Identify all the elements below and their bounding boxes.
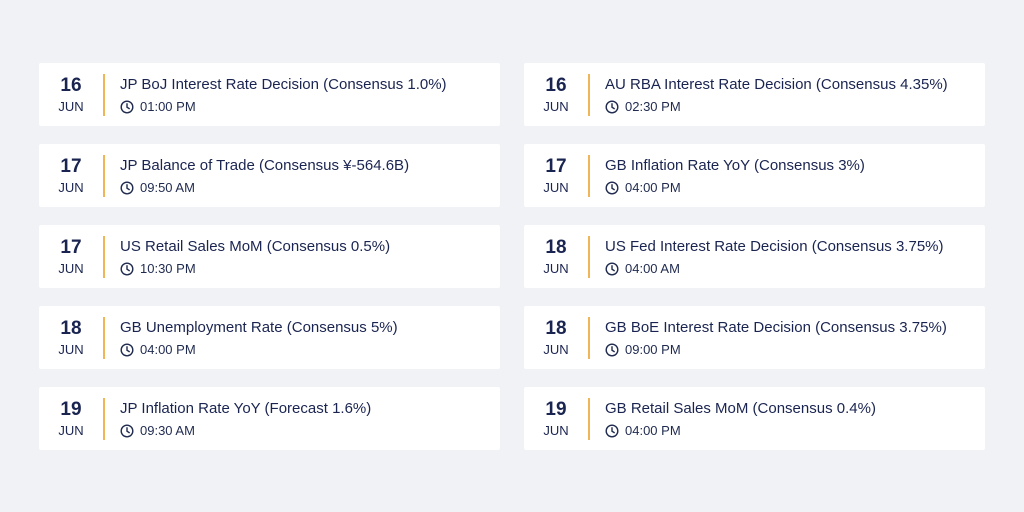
event-card[interactable]: 17 JUN GB Inflation Rate YoY (Consensus … [524,144,985,207]
clock-icon [120,423,134,438]
event-card[interactable]: 17 JUN US Retail Sales MoM (Consensus 0.… [39,225,500,288]
event-card[interactable]: 18 JUN US Fed Interest Rate Decision (Co… [524,225,985,288]
event-time: 09:00 PM [625,341,681,357]
clock-icon [605,180,619,195]
event-card[interactable]: 18 JUN GB Unemployment Rate (Consensus 5… [39,306,500,369]
event-calendar-grid: 16 JUN JP BoJ Interest Rate Decision (Co… [39,63,985,450]
event-info: US Retail Sales MoM (Consensus 0.5%) 10:… [105,237,390,277]
event-info: JP Inflation Rate YoY (Forecast 1.6%) 09… [105,399,371,439]
event-day: 16 [545,74,567,96]
event-time: 04:00 PM [140,341,196,357]
event-date: 17 JUN [39,235,105,278]
event-time: 04:00 AM [625,260,680,276]
event-month: JUN [58,98,84,114]
event-time-row: 09:50 AM [120,180,409,196]
event-date: 17 JUN [39,154,105,197]
event-time-row: 04:00 PM [605,180,865,196]
event-title: US Retail Sales MoM (Consensus 0.5%) [120,237,391,255]
event-time: 01:00 PM [140,98,196,114]
event-month: JUN [58,179,84,195]
event-info: AU RBA Interest Rate Decision (Consensus… [590,75,948,115]
event-title: JP Balance of Trade (Consensus ¥-564.6B) [120,156,410,174]
event-time: 09:50 AM [140,179,195,195]
event-date: 16 JUN [39,73,105,116]
event-day: 18 [545,317,567,339]
event-time: 09:30 AM [140,422,195,438]
clock-icon [120,99,134,114]
event-month: JUN [543,179,569,195]
event-card[interactable]: 16 JUN JP BoJ Interest Rate Decision (Co… [39,63,500,126]
event-day: 18 [545,236,567,258]
event-time-row: 04:00 PM [605,423,876,439]
event-day: 17 [60,155,82,177]
event-date: 16 JUN [524,73,590,116]
clock-icon [605,261,619,276]
event-title: AU RBA Interest Rate Decision (Consensus… [605,75,948,93]
event-day: 17 [545,155,567,177]
clock-icon [120,342,134,357]
event-card[interactable]: 18 JUN GB BoE Interest Rate Decision (Co… [524,306,985,369]
event-date: 18 JUN [524,316,590,359]
event-month: JUN [543,422,569,438]
event-time-row: 04:00 PM [120,342,398,358]
event-day: 16 [60,74,82,96]
clock-icon [120,180,134,195]
event-time: 04:00 PM [625,179,681,195]
event-day: 19 [545,398,567,420]
event-info: GB BoE Interest Rate Decision (Consensus… [590,318,947,358]
event-info: GB Unemployment Rate (Consensus 5%) 04:0… [105,318,398,358]
event-time-row: 02:30 PM [605,99,948,115]
event-title: JP BoJ Interest Rate Decision (Consensus… [120,75,447,93]
event-time-row: 01:00 PM [120,99,447,115]
event-month: JUN [58,422,84,438]
event-card[interactable]: 19 JUN GB Retail Sales MoM (Consensus 0.… [524,387,985,450]
event-info: JP Balance of Trade (Consensus ¥-564.6B)… [105,156,409,196]
event-title: GB BoE Interest Rate Decision (Consensus… [605,318,947,336]
event-card[interactable]: 16 JUN AU RBA Interest Rate Decision (Co… [524,63,985,126]
event-date: 18 JUN [524,235,590,278]
event-month: JUN [58,341,84,357]
event-month: JUN [543,98,569,114]
event-title: JP Inflation Rate YoY (Forecast 1.6%) [120,399,372,417]
clock-icon [605,342,619,357]
event-info: GB Inflation Rate YoY (Consensus 3%) 04:… [590,156,865,196]
event-time: 04:00 PM [625,422,681,438]
event-title: GB Retail Sales MoM (Consensus 0.4%) [605,399,876,417]
event-time: 02:30 PM [625,98,681,114]
event-time-row: 09:00 PM [605,342,947,358]
clock-icon [120,261,134,276]
event-info: GB Retail Sales MoM (Consensus 0.4%) 04:… [590,399,876,439]
event-time-row: 09:30 AM [120,423,371,439]
event-date: 18 JUN [39,316,105,359]
event-card[interactable]: 17 JUN JP Balance of Trade (Consensus ¥-… [39,144,500,207]
clock-icon [605,423,619,438]
event-date: 17 JUN [524,154,590,197]
event-time: 10:30 PM [140,260,196,276]
event-date: 19 JUN [524,397,590,440]
event-month: JUN [543,341,569,357]
event-info: JP BoJ Interest Rate Decision (Consensus… [105,75,447,115]
clock-icon [605,99,619,114]
event-day: 17 [60,236,82,258]
event-time-row: 10:30 PM [120,261,390,277]
event-time-row: 04:00 AM [605,261,944,277]
event-title: US Fed Interest Rate Decision (Consensus… [605,237,944,255]
event-info: US Fed Interest Rate Decision (Consensus… [590,237,944,277]
event-month: JUN [543,260,569,276]
event-card[interactable]: 19 JUN JP Inflation Rate YoY (Forecast 1… [39,387,500,450]
event-title: GB Inflation Rate YoY (Consensus 3%) [605,156,865,174]
event-day: 19 [60,398,82,420]
event-month: JUN [58,260,84,276]
event-date: 19 JUN [39,397,105,440]
event-title: GB Unemployment Rate (Consensus 5%) [120,318,398,336]
event-day: 18 [60,317,82,339]
